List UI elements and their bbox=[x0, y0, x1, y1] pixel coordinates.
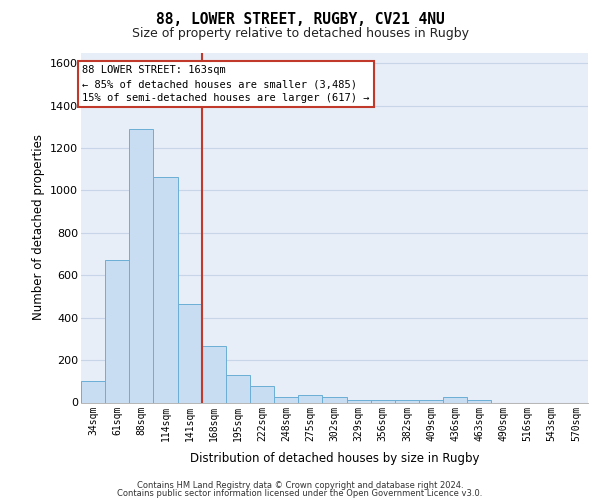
Text: 88 LOWER STREET: 163sqm
← 85% of detached houses are smaller (3,485)
15% of semi: 88 LOWER STREET: 163sqm ← 85% of detache… bbox=[82, 65, 370, 103]
Bar bbox=[154, 176, 178, 402]
Text: Contains public sector information licensed under the Open Government Licence v3: Contains public sector information licen… bbox=[118, 489, 482, 498]
Bar bbox=[322, 397, 347, 402]
Text: 88, LOWER STREET, RUGBY, CV21 4NU: 88, LOWER STREET, RUGBY, CV21 4NU bbox=[155, 12, 445, 27]
Bar bbox=[467, 400, 491, 402]
Bar bbox=[81, 382, 105, 402]
Text: Contains HM Land Registry data © Crown copyright and database right 2024.: Contains HM Land Registry data © Crown c… bbox=[137, 481, 463, 490]
Bar bbox=[419, 400, 443, 402]
Bar bbox=[298, 395, 322, 402]
Bar bbox=[395, 400, 419, 402]
Bar bbox=[347, 400, 371, 402]
Bar bbox=[129, 129, 154, 402]
Bar bbox=[443, 397, 467, 402]
Bar bbox=[226, 375, 250, 402]
Bar bbox=[250, 386, 274, 402]
X-axis label: Distribution of detached houses by size in Rugby: Distribution of detached houses by size … bbox=[190, 452, 479, 464]
Bar bbox=[105, 260, 129, 402]
Bar bbox=[178, 304, 202, 402]
Bar bbox=[371, 400, 395, 402]
Text: Size of property relative to detached houses in Rugby: Size of property relative to detached ho… bbox=[131, 27, 469, 40]
Y-axis label: Number of detached properties: Number of detached properties bbox=[32, 134, 44, 320]
Bar bbox=[274, 396, 298, 402]
Bar bbox=[202, 346, 226, 403]
